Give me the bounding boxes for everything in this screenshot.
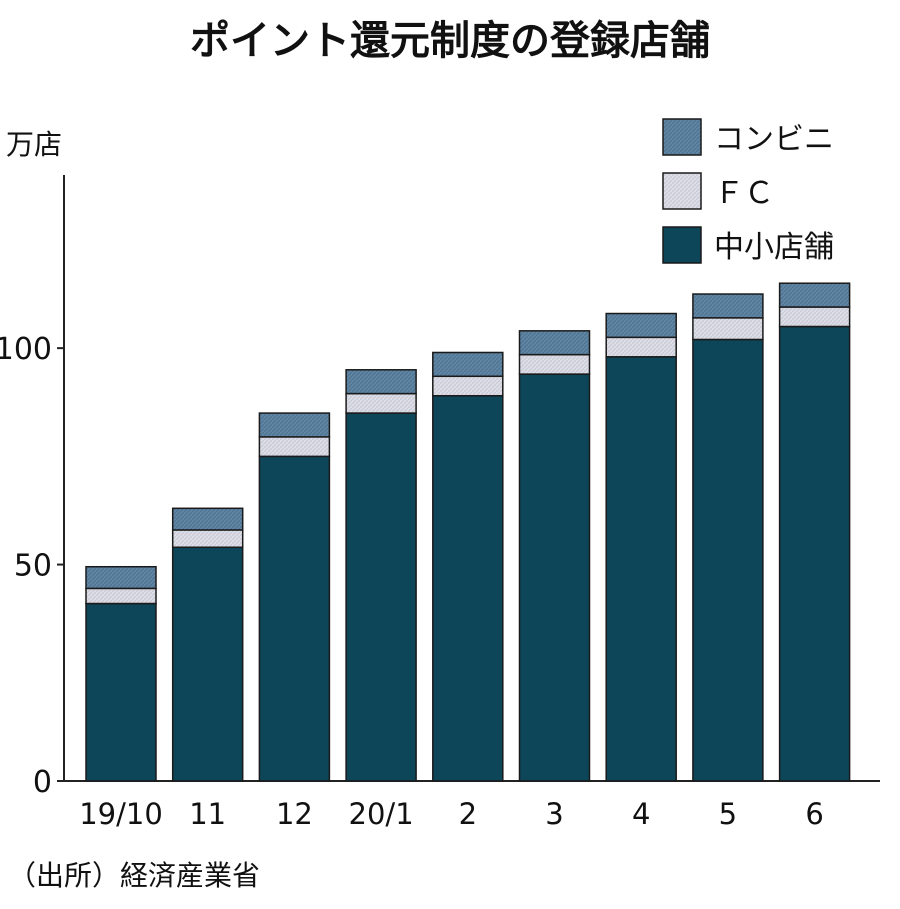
chart-title: ポイント還元制度の登録店舗	[190, 18, 710, 64]
bar-segment	[258, 412, 331, 438]
bar-segment	[171, 529, 244, 549]
x-tick-label: 5	[719, 797, 737, 831]
bar-segment	[85, 565, 157, 590]
x-tick-label: 6	[805, 797, 823, 831]
x-tick-label: 19/10	[79, 797, 163, 831]
bar-segment	[258, 455, 331, 782]
bar-segment	[518, 373, 591, 782]
legend-swatch	[662, 172, 702, 210]
bar-segment	[345, 412, 417, 782]
bar-segment	[85, 602, 157, 782]
x-tick-label: 20/1	[349, 797, 414, 831]
bar-segment	[171, 546, 244, 782]
x-tick-label: 11	[189, 797, 226, 831]
y-tick-label: 50	[14, 549, 52, 584]
source-note: （出所）経済産業省	[8, 859, 260, 892]
bar-segment	[692, 338, 764, 782]
x-tick-label: 2	[459, 797, 477, 831]
bar-segment	[778, 282, 851, 308]
bar-segment	[778, 325, 851, 782]
legend-label: コンビニ	[714, 122, 834, 157]
bar-segment	[518, 353, 591, 375]
bar-segment	[85, 587, 157, 605]
bar-segment	[345, 392, 417, 414]
bar-segment	[171, 507, 244, 531]
bar-segment	[605, 312, 677, 339]
bar-segment	[605, 356, 677, 782]
y-axis-unit: 万店	[6, 128, 62, 161]
y-tick-label: 0	[33, 765, 52, 800]
legend-label: 中小店舗	[714, 230, 834, 265]
bar-segment	[692, 317, 764, 341]
y-axis-ticks: 0 50 100	[0, 332, 64, 800]
bar-segment	[692, 293, 764, 319]
bar-segment	[432, 375, 504, 397]
bar-segment	[432, 351, 504, 378]
bar-segment	[345, 369, 417, 395]
y-tick-label: 100	[0, 332, 52, 367]
x-tick-label: 12	[276, 797, 313, 831]
x-axis-labels: 19/10 11 12 20/1 2 3 4 5 6	[79, 797, 824, 831]
bar-segment	[432, 395, 504, 782]
x-tick-label: 4	[632, 797, 650, 831]
legend-swatch	[662, 226, 702, 264]
legend: コンビニ ＦＣ 中小店舗	[662, 118, 834, 265]
x-tick-label: 3	[545, 797, 563, 831]
bar-segment	[778, 306, 851, 328]
bar-segment	[258, 436, 331, 458]
bars	[85, 282, 851, 782]
bar-segment	[605, 336, 677, 358]
legend-swatch	[662, 118, 702, 156]
bar-segment	[518, 330, 591, 356]
legend-label: ＦＣ	[714, 176, 774, 211]
